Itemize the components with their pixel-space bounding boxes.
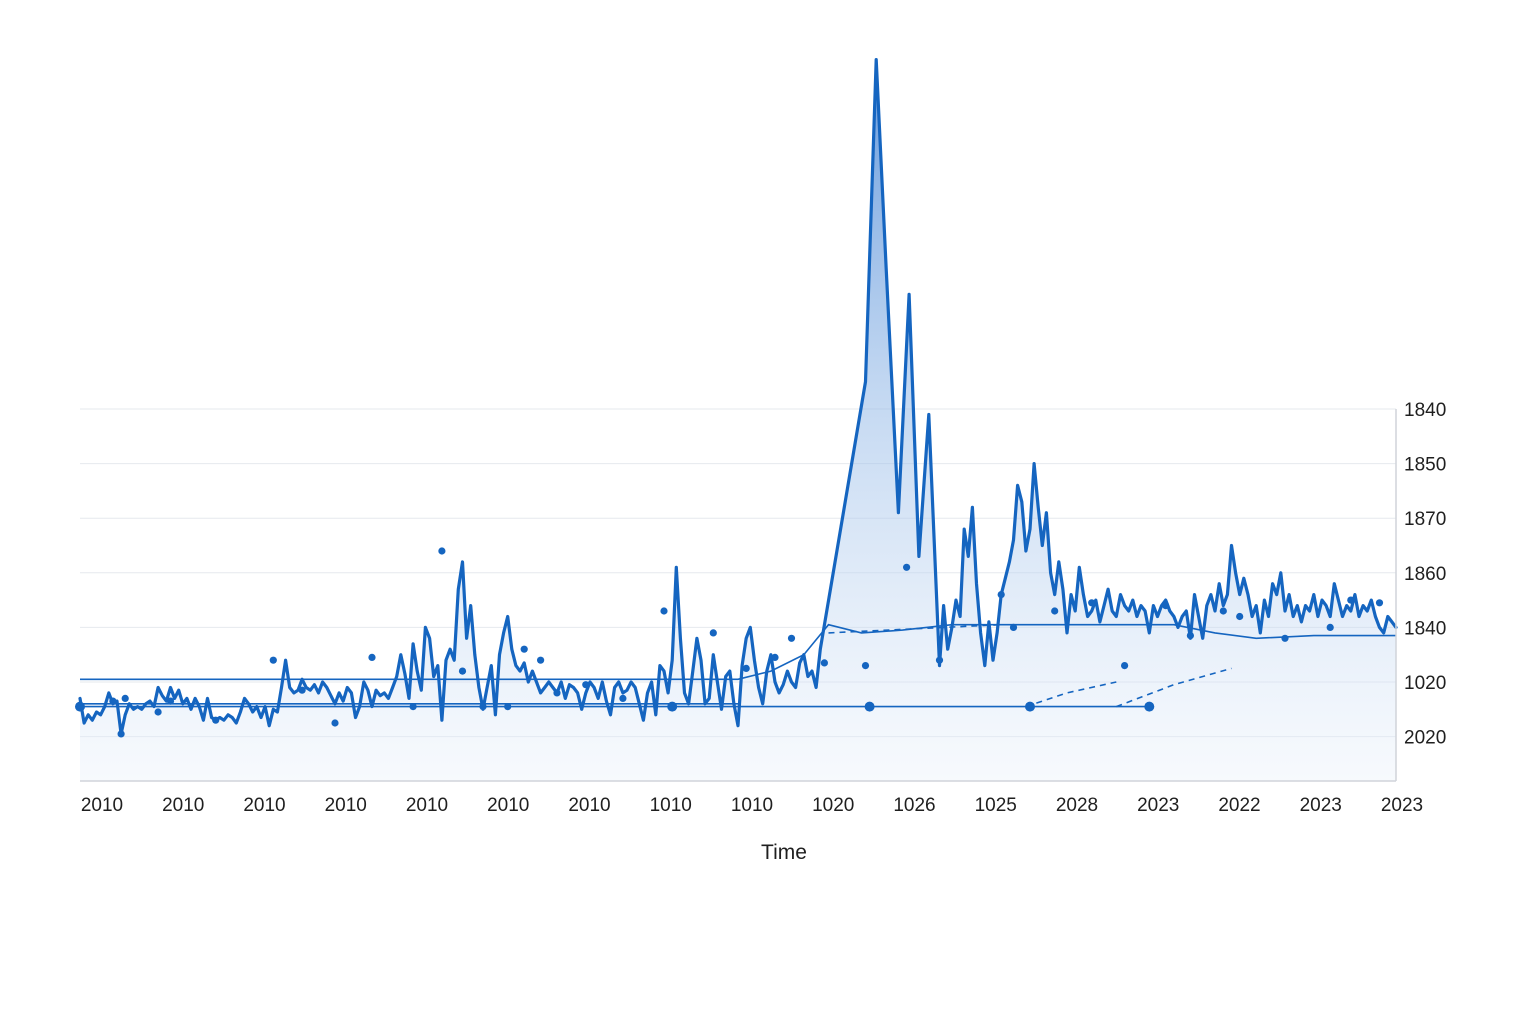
data-markers	[75, 547, 1384, 738]
data-point	[121, 694, 129, 703]
data-point	[864, 701, 875, 712]
data-point	[1219, 607, 1227, 615]
data-point	[458, 667, 467, 675]
x-tick-label: 2023	[1137, 795, 1179, 816]
x-tick-label: 2010	[325, 795, 367, 816]
data-point	[619, 694, 627, 703]
y-tick-label: 2020	[1404, 728, 1446, 749]
data-point	[861, 662, 870, 670]
data-point	[742, 664, 750, 673]
x-tick-label: 2023	[1300, 795, 1342, 816]
y-tick-label: 1020	[1404, 673, 1446, 694]
x-axis-title: Time	[761, 841, 807, 864]
x-tick-labels: 2010 2010 2010 2010 2010 2010 2010 1010 1010 1020…	[81, 795, 1423, 816]
data-point	[298, 686, 306, 694]
x-tick-label: 1010	[731, 795, 773, 816]
y-tick-label: 1860	[1404, 564, 1446, 585]
area-fill	[80, 59, 1396, 782]
series-line-main	[78, 58, 1398, 736]
data-point	[997, 591, 1005, 599]
data-point	[117, 730, 125, 738]
data-point	[1025, 701, 1035, 712]
x-tick-label: 1020	[812, 795, 854, 816]
data-point	[935, 656, 944, 664]
data-point	[667, 701, 678, 712]
data-point	[109, 697, 117, 705]
data-point	[660, 607, 668, 615]
axes	[80, 409, 1397, 782]
series-line-dashed	[1116, 667, 1232, 708]
x-tick-label: 2010	[81, 795, 123, 816]
x-tick-label: 2010	[568, 795, 610, 816]
data-point	[537, 656, 545, 664]
x-tick-label: 1026	[893, 795, 935, 816]
x-tick-label: 1025	[975, 795, 1017, 816]
data-point	[368, 653, 376, 662]
series-lines	[78, 58, 1398, 736]
x-tick-label: 2028	[1056, 795, 1098, 816]
data-point	[709, 629, 717, 637]
series-line-thin	[80, 623, 1396, 681]
x-tick-label: 2010	[162, 795, 204, 816]
data-point	[1051, 607, 1059, 615]
data-point	[582, 681, 590, 689]
data-point	[212, 716, 220, 724]
data-point	[1088, 599, 1096, 607]
data-point	[1326, 623, 1334, 632]
data-point	[820, 659, 829, 667]
data-point	[1186, 632, 1194, 640]
y-tick-labels: 1840 1850 1870 1860 1840 1020 2020	[1404, 400, 1446, 749]
data-point	[269, 656, 277, 664]
data-point	[1009, 623, 1018, 632]
data-point	[903, 563, 911, 571]
data-point	[438, 547, 446, 555]
y-tick-label: 1840	[1404, 618, 1446, 639]
data-point	[1162, 602, 1170, 610]
data-point	[787, 634, 796, 642]
data-point	[1121, 662, 1129, 670]
data-point	[331, 719, 339, 727]
data-point	[771, 653, 779, 662]
y-tick-label: 1870	[1404, 509, 1446, 530]
grid	[80, 408, 1396, 738]
data-point	[1375, 599, 1384, 607]
series-area	[80, 59, 1396, 782]
y-tick-label: 1840	[1404, 400, 1446, 421]
x-tick-label: 2010	[487, 795, 529, 816]
series-line-dashed	[828, 623, 1002, 634]
data-point	[520, 645, 528, 653]
data-point	[154, 708, 162, 716]
data-point	[409, 703, 417, 711]
data-point	[1281, 634, 1289, 642]
data-point	[1236, 612, 1244, 621]
series-line-dashed	[1025, 681, 1117, 708]
x-tick-label: 2010	[406, 795, 448, 816]
x-tick-label: 2010	[243, 795, 285, 816]
data-point	[504, 703, 512, 711]
x-tick-label: 2022	[1218, 795, 1260, 816]
data-point	[75, 701, 85, 712]
data-point	[553, 689, 561, 697]
x-tick-label: 2023	[1381, 795, 1423, 816]
y-tick-label: 1850	[1404, 455, 1446, 476]
data-point	[479, 703, 487, 711]
data-point	[166, 697, 175, 705]
data-point	[1347, 596, 1355, 604]
x-tick-label: 1010	[650, 795, 692, 816]
data-point	[1144, 701, 1155, 712]
